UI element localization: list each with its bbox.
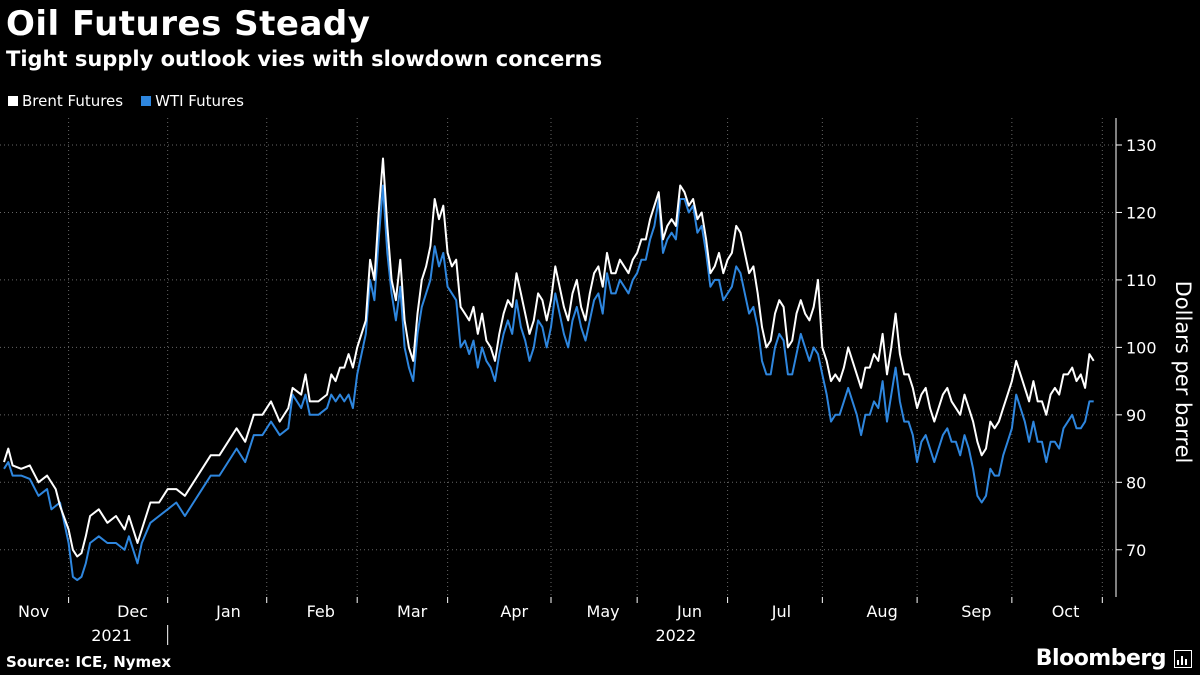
year-label: 2022: [655, 626, 696, 645]
month-label: Apr: [500, 602, 528, 621]
y-tick-label: 100: [1126, 338, 1157, 357]
month-label: Jun: [676, 602, 702, 621]
legend-swatch-wti: [141, 96, 152, 106]
y-tick-label: 90: [1126, 406, 1146, 425]
month-label: Jul: [771, 602, 791, 621]
chart-title: Oil Futures Steady: [6, 4, 371, 44]
month-label: Nov: [18, 602, 49, 621]
chart-subtitle: Tight supply outlook vies with slowdown …: [6, 47, 603, 71]
month-label: Dec: [117, 602, 148, 621]
brand-text: Bloomberg: [1035, 646, 1167, 671]
y-tick-label: 110: [1126, 271, 1157, 290]
month-label: Sep: [961, 602, 991, 621]
source-note: Source: ICE, Nymex: [6, 653, 172, 671]
y-tick-label: 120: [1126, 203, 1157, 222]
y-tick-label: 80: [1126, 473, 1146, 492]
month-label: Feb: [307, 602, 335, 621]
legend-label-wti: WTI Futures: [155, 92, 244, 110]
legend-item-brent: Brent Futures: [8, 92, 123, 110]
series-line-brent: [3, 157, 1095, 558]
axis-layer: 70 80 90 100 110 120 130 Nov Dec Jan Feb Mar Apr May J…: [18, 118, 1195, 645]
legend-item-wti: WTI Futures: [141, 92, 244, 110]
month-label: Jan: [215, 602, 241, 621]
y-axis-title: Dollars per barrel: [1171, 281, 1195, 464]
series-line-wti: [3, 184, 1094, 582]
month-label: May: [587, 602, 620, 621]
series-layer: [3, 157, 1095, 582]
month-label: Oct: [1052, 602, 1080, 621]
y-tick-label: 130: [1126, 136, 1157, 155]
bloomberg-logo: Bloomberg: [1036, 646, 1192, 671]
legend: Brent Futures WTI Futures: [8, 92, 244, 110]
bloomberg-chart-icon: [1174, 649, 1192, 668]
legend-swatch-brent: [8, 96, 18, 106]
year-label: 2021: [91, 626, 132, 645]
month-label: Aug: [866, 602, 897, 621]
legend-label-brent: Brent Futures: [22, 92, 124, 110]
grid-layer: [0, 118, 1116, 597]
y-tick-label: 70: [1126, 541, 1146, 560]
month-label: Mar: [397, 602, 428, 621]
